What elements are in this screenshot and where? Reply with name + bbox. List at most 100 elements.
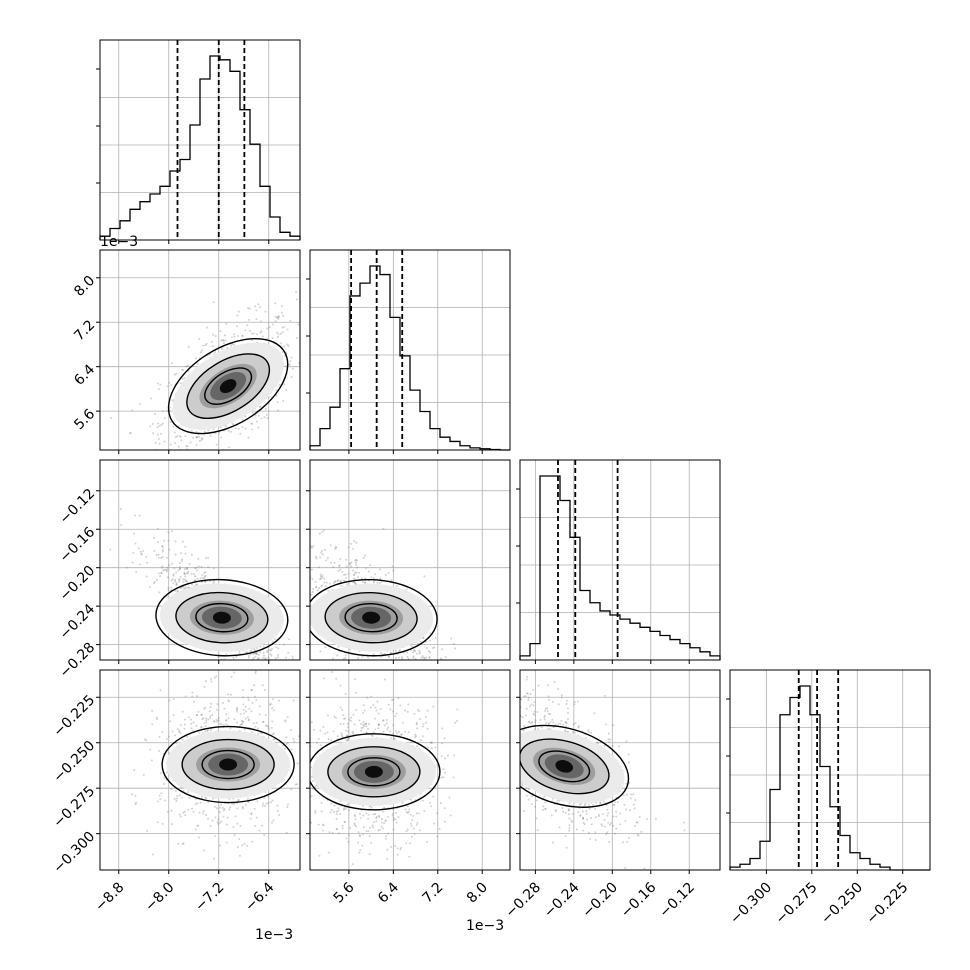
sample-point: [213, 653, 215, 655]
sample-point: [164, 568, 167, 571]
sample-point: [231, 802, 234, 805]
sample-point: [196, 713, 199, 716]
sample-point: [175, 372, 178, 375]
sample-point: [450, 637, 453, 640]
sample-point: [277, 677, 279, 679]
sample-point: [225, 653, 228, 656]
sample-point: [142, 550, 145, 553]
sample-point: [183, 568, 186, 571]
sample-point: [223, 723, 226, 726]
sample-point: [181, 377, 184, 380]
sample-point: [200, 713, 203, 716]
sample-point: [405, 588, 408, 591]
sample-point: [321, 576, 324, 579]
sample-point: [337, 645, 340, 648]
sample-point: [587, 729, 590, 732]
sample-point: [399, 704, 402, 707]
sample-point: [407, 703, 410, 706]
contour-3: [344, 602, 398, 633]
y-tick-label: −0.12: [57, 486, 99, 528]
sample-point: [255, 652, 258, 655]
sample-point: [297, 685, 299, 687]
sample-point: [336, 654, 339, 657]
sample-point: [172, 573, 175, 576]
sample-point: [395, 585, 398, 588]
sample-point: [237, 427, 240, 430]
sample-point: [259, 405, 262, 408]
sample-point: [290, 788, 293, 791]
sample-point: [422, 636, 425, 639]
sample-point: [413, 649, 416, 652]
sample-point: [344, 573, 347, 576]
sample-point: [255, 309, 258, 312]
sample-point: [174, 578, 177, 581]
sample-point: [258, 705, 261, 708]
sample-point: [137, 547, 140, 550]
sample-point: [280, 664, 282, 666]
sample-point: [362, 556, 365, 559]
sample-point: [296, 585, 298, 587]
sample-point: [441, 727, 444, 730]
sample-point: [312, 587, 315, 590]
sample-point: [234, 815, 237, 818]
sample-point: [363, 709, 366, 712]
sample-point: [260, 824, 263, 827]
sample-point: [159, 689, 162, 692]
sample-point: [456, 720, 459, 723]
sample-point: [654, 817, 657, 820]
sample-point: [244, 415, 247, 418]
sample-point: [277, 333, 280, 336]
sample-point: [319, 391, 321, 393]
sample-point: [260, 417, 263, 420]
sample-point: [247, 696, 250, 699]
sample-point: [318, 587, 321, 590]
sample-point: [365, 722, 368, 725]
sample-point: [244, 329, 247, 332]
sample-point: [281, 331, 284, 334]
y-tick-label: −0.16: [57, 524, 99, 566]
sample-point: [272, 323, 275, 326]
sample-point: [193, 463, 195, 465]
sample-point: [247, 656, 250, 659]
sample-point: [242, 703, 245, 706]
sample-point: [361, 833, 364, 836]
sample-point: [133, 532, 136, 535]
sample-point: [285, 736, 288, 739]
sample-point: [227, 662, 229, 664]
sample-point: [181, 368, 184, 371]
sample-point: [448, 796, 451, 799]
sample-point: [335, 810, 338, 813]
sample-point: [362, 723, 365, 726]
sample-point: [209, 729, 212, 732]
sample-point: [320, 550, 323, 553]
sample-point: [370, 806, 373, 809]
sample-point: [366, 727, 369, 730]
sample-point: [207, 557, 210, 560]
sample-point: [365, 567, 368, 570]
sample-point: [167, 531, 170, 534]
sample-point: [429, 651, 432, 654]
sample-point: [166, 385, 169, 388]
sample-point: [384, 662, 386, 664]
sample-point: [581, 817, 584, 820]
sample-point: [295, 337, 298, 340]
density-level-5: [364, 765, 383, 778]
sample-point: [354, 818, 357, 821]
sample-point: [287, 651, 290, 654]
sample-point: [379, 828, 382, 831]
sample-point: [414, 736, 417, 739]
sample-point: [615, 827, 618, 830]
sample-point: [200, 713, 203, 716]
sample-point: [195, 566, 198, 569]
sample-point: [355, 709, 358, 712]
sample-point: [295, 665, 297, 667]
sample-point: [513, 759, 515, 761]
sample-point: [304, 580, 306, 582]
sample-point: [233, 718, 236, 721]
sample-point: [203, 572, 206, 575]
sample-point: [260, 671, 262, 673]
sample-point: [219, 330, 222, 333]
sample-point: [444, 771, 447, 774]
sample-point: [387, 703, 390, 706]
sample-point: [398, 730, 401, 733]
